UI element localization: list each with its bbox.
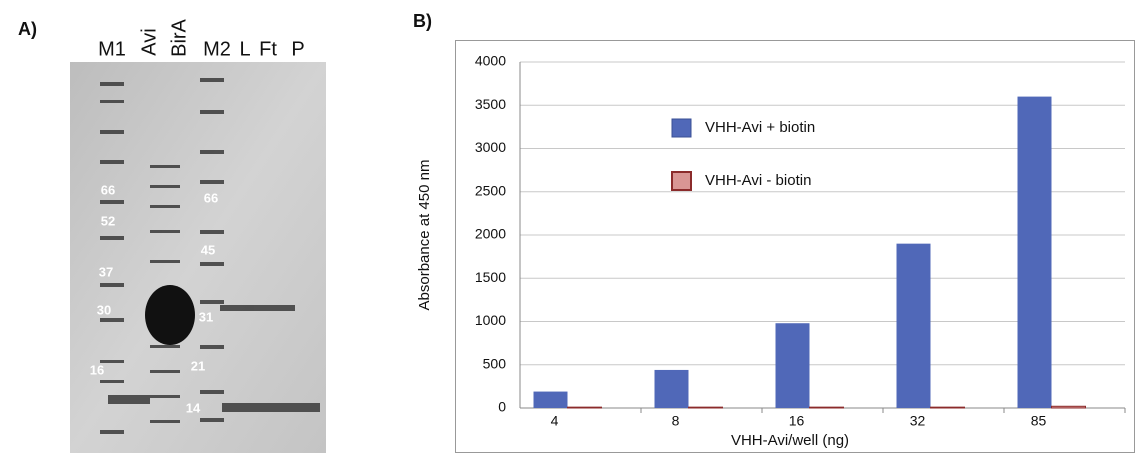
marker-label: 66 [204, 190, 218, 205]
bar [776, 323, 810, 408]
lane-label: Avi [138, 28, 160, 55]
bar [655, 370, 689, 408]
x-tick-label: 32 [910, 413, 926, 429]
lane-label: M1 [98, 38, 126, 60]
lane-label: L [239, 38, 250, 60]
y-axis-title: Absorbance at 450 nm [416, 160, 433, 311]
legend-label: VHH-Avi - biotin [705, 172, 811, 189]
legend-swatch [672, 119, 691, 137]
x-tick-label: 4 [551, 413, 559, 429]
y-tick-label: 500 [483, 355, 507, 371]
x-tick-label: 85 [1031, 413, 1047, 429]
panel-label: A) [18, 19, 37, 39]
bar [897, 244, 931, 408]
marker-label: 37 [99, 264, 113, 279]
x-tick-label: 16 [789, 413, 805, 429]
marker-label: 45 [201, 242, 215, 257]
panel-label: B) [413, 11, 432, 31]
marker-label: 16 [90, 362, 104, 377]
lane-label: P [291, 38, 304, 60]
bar [689, 407, 723, 408]
marker-label: 66 [101, 182, 115, 197]
y-tick-label: 1000 [475, 312, 506, 328]
y-tick-label: 4000 [475, 53, 506, 69]
lane-label: BirA [168, 18, 190, 56]
marker-label: 21 [191, 358, 205, 373]
marker-label: 31 [199, 309, 213, 324]
legend-swatch [672, 172, 691, 190]
marker-label: 52 [101, 213, 115, 228]
bar [534, 392, 568, 408]
lane-label: Ft [259, 38, 277, 60]
bar [568, 407, 602, 408]
y-tick-label: 3000 [475, 139, 506, 155]
marker-label: 30 [97, 302, 111, 317]
legend-label: VHH-Avi + biotin [705, 119, 815, 136]
gel-image [70, 62, 326, 453]
bar [1018, 97, 1052, 408]
marker-label: 14 [186, 400, 201, 415]
y-tick-label: 2500 [475, 182, 506, 198]
y-tick-label: 2000 [475, 226, 506, 242]
x-tick-label: 8 [672, 413, 680, 429]
y-tick-label: 3500 [475, 96, 506, 112]
plot: 0 500 1000 1500 2000 2500 3000 3500 4000 4 8 16 32 85… [475, 53, 1125, 429]
lane-label: M2 [203, 38, 231, 60]
y-tick-label: 0 [498, 399, 506, 415]
figure: A) M1 Avi BirA M2 L Ft P 66 52 37 30 16 … [0, 0, 1135, 453]
bar [931, 407, 965, 408]
x-axis-title: VHH-Avi/well (ng) [731, 432, 849, 449]
y-tick-label: 1500 [475, 269, 506, 285]
bar [810, 407, 844, 408]
bar [1052, 406, 1086, 408]
